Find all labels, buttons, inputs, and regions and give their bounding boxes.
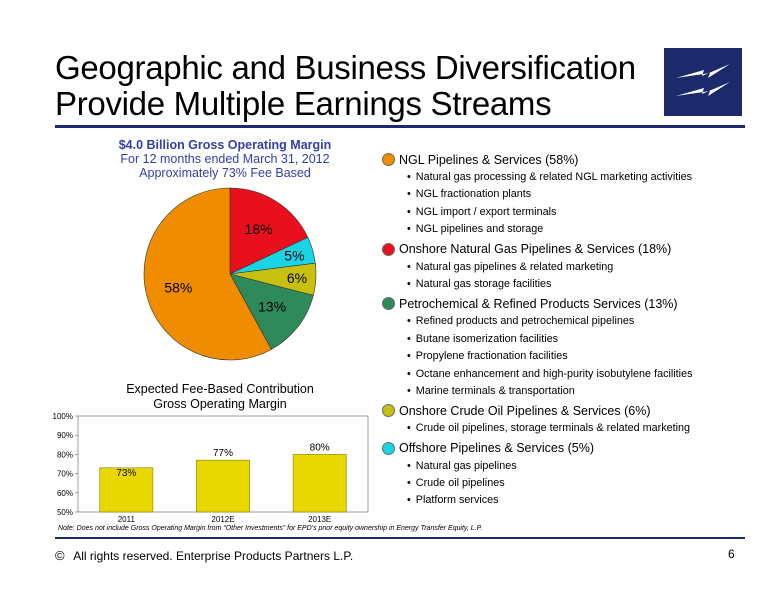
bar-value-label: 80%: [310, 442, 330, 453]
segment-bullet-item: Marine terminals & transportation: [407, 383, 762, 400]
segment-4: Offshore Pipelines & Services (5%) Natura…: [382, 439, 762, 510]
segment-heading: NGL Pipelines & Services (58%): [382, 150, 762, 169]
slide-title-line-2: Provide Multiple Earnings Streams: [55, 85, 552, 122]
segment-0: NGL Pipelines & Services (58%) Natural ga…: [382, 150, 762, 239]
copyright-symbol: ©: [55, 548, 65, 563]
segment-bullet-item: Refined products and petrochemical pipel…: [407, 313, 762, 330]
bar-2012E: [196, 459, 250, 513]
segment-color-dot-icon: [382, 242, 395, 256]
segment-bullet-item: Natural gas pipelines & related marketin…: [407, 259, 762, 276]
segment-color-dot-icon: [382, 441, 395, 455]
bar-caption-line-1: Expected Fee-Based Contribution: [126, 382, 314, 396]
segment-bullet-item: Crude oil pipelines, storage terminals &…: [407, 420, 762, 437]
segment-bullets: Natural gas pipelinesCrude oil pipelines…: [382, 458, 762, 510]
segment-color-dot-icon: [382, 404, 395, 418]
segment-bullet-item: NGL pipelines and storage: [407, 221, 762, 238]
segment-heading-text: Offshore Pipelines & Services (5%): [399, 441, 594, 456]
business-segments-legend: NGL Pipelines & Services (58%) Natural ga…: [382, 150, 762, 511]
segment-heading-text: Onshore Crude Oil Pipelines & Services (…: [399, 403, 651, 418]
x-tick-label: 2013E: [308, 515, 331, 524]
segment-heading-text: NGL Pipelines & Services (58%): [399, 152, 579, 167]
lightning-bolt-logo-icon: [664, 48, 742, 116]
pie-slice-label-5: 5%: [284, 247, 304, 263]
y-tick-label: 50%: [57, 508, 73, 517]
pie-slice-18: [229, 187, 309, 275]
x-tick-label: 2011: [118, 515, 136, 524]
y-tick-label: 90%: [57, 431, 73, 440]
y-tick-label: 60%: [57, 489, 73, 498]
copyright-text: All rights reserved. Enterprise Products…: [73, 549, 354, 563]
segment-bullets: Refined products and petrochemical pipel…: [382, 313, 762, 400]
segment-bullet-item: Natural gas processing & related NGL mar…: [407, 169, 762, 186]
segment-heading: Onshore Crude Oil Pipelines & Services (…: [382, 401, 762, 420]
bar-2013E: [292, 454, 347, 513]
segment-heading: Petrochemical & Refined Products Service…: [382, 294, 762, 313]
segment-bullet-item: NGL fractionation plants: [407, 186, 762, 203]
footer: © All rights reserved. Enterprise Produc…: [55, 548, 353, 563]
y-tick-label: 80%: [57, 450, 73, 459]
page-number: 6: [728, 547, 735, 561]
segment-bullet-item: Butane isomerization facilities: [407, 331, 762, 348]
segment-bullet-item: Octane enhancement and high-purity isobu…: [407, 366, 762, 383]
slide-title: Geographic and Business Diversification …: [55, 50, 665, 122]
bar-2011: [99, 467, 154, 513]
segment-heading-text: Onshore Natural Gas Pipelines & Services…: [399, 242, 672, 257]
segment-heading: Offshore Pipelines & Services (5%): [382, 439, 762, 458]
pie-slice-label-13: 13%: [258, 299, 286, 315]
segment-heading-text: Petrochemical & Refined Products Service…: [399, 296, 678, 311]
y-tick-label: 100%: [53, 412, 73, 421]
x-tick-label: 2012E: [211, 515, 234, 524]
header-divider: [55, 125, 745, 128]
pie-caption-line-1: $4.0 Billion Gross Operating Margin: [118, 138, 332, 152]
bar-value-label: 77%: [213, 448, 233, 459]
pie-slice-label-58: 58%: [164, 279, 192, 295]
segment-3: Onshore Crude Oil Pipelines & Services (…: [382, 401, 762, 437]
pie-slice-13: [229, 273, 314, 350]
slide-title-line-1: Geographic and Business Diversification: [55, 49, 636, 86]
segment-bullet-item: Natural gas pipelines: [407, 458, 762, 475]
pie-caption-line-3: Approximately 73% Fee Based: [139, 166, 311, 180]
segment-bullet-item: Platform services: [407, 492, 762, 509]
segment-color-dot-icon: [382, 297, 395, 311]
footer-divider: [55, 537, 745, 539]
footnote: Note: Does not include Gross Operating M…: [58, 525, 483, 532]
segment-bullets: Natural gas processing & related NGL mar…: [382, 169, 762, 239]
pie-slice-label-6: 6%: [287, 270, 307, 286]
segment-bullet-item: Natural gas storage facilities: [407, 276, 762, 293]
gross-operating-margin-pie-chart: 18% 5% 6%13% 58%: [143, 187, 317, 361]
bar-caption-line-2: Gross Operating Margin: [153, 397, 287, 411]
segment-heading: Onshore Natural Gas Pipelines & Services…: [382, 240, 762, 259]
segment-2: Petrochemical & Refined Products Service…: [382, 294, 762, 400]
segment-bullet-item: Propylene fractionation facilities: [407, 348, 762, 365]
segment-color-dot-icon: [382, 153, 395, 166]
bar-chart-caption: Expected Fee-Based Contribution Gross Op…: [90, 382, 350, 412]
pie-caption-line-2: For 12 months ended March 31, 2012: [120, 152, 330, 166]
bar-value-label: 73%: [116, 468, 136, 479]
segment-1: Onshore Natural Gas Pipelines & Services…: [382, 240, 762, 294]
segment-bullet-item: NGL import / export terminals: [407, 204, 762, 221]
segment-bullets: Natural gas pipelines & related marketin…: [382, 259, 762, 294]
segment-bullets: Crude oil pipelines, storage terminals &…: [382, 420, 762, 437]
fee-based-contribution-bar-chart: 50% 60% 70% 80% 90% 100% 73% 2011 77% 2012E 80% 201…: [53, 412, 369, 524]
pie-chart-caption: $4.0 Billion Gross Operating Margin For …: [95, 138, 355, 180]
y-tick-label: 70%: [57, 470, 73, 479]
pie-slice-label-18: 18%: [245, 221, 273, 237]
pie-slice-58: [143, 187, 272, 361]
segment-bullet-item: Crude oil pipelines: [407, 475, 762, 492]
